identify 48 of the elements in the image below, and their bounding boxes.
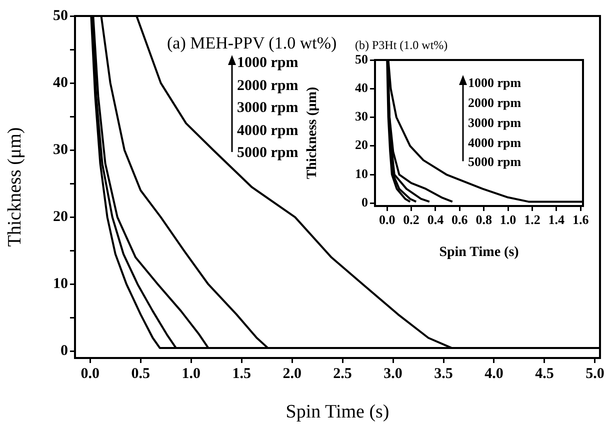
text: (a) MEH-PPV (1.0 wt%) — [167, 33, 337, 52]
annotation: 3000 rpm — [468, 114, 522, 131]
annotation: 4000 rpm — [468, 134, 522, 151]
x-tick-label: 1.0 — [182, 366, 200, 382]
y-tick-label: 30 — [53, 142, 68, 158]
x-tick-label: 3.5 — [434, 366, 453, 382]
y-tick-label: 40 — [355, 80, 368, 95]
y-tick-label: 20 — [53, 209, 68, 226]
x-tick-label: 4.5 — [535, 366, 554, 382]
y-tick-label: 0 — [362, 194, 368, 210]
x-tick-label: 0.6 — [452, 212, 468, 228]
x-tick-label: 0.2 — [403, 212, 420, 228]
x-tick-label: 0.8 — [476, 212, 492, 228]
x-tick-label: 4.0 — [484, 366, 504, 382]
annotation: 5000 rpm — [237, 144, 298, 162]
x-tick-label: 0.4 — [427, 212, 444, 228]
x-tick-label: 2.5 — [333, 366, 352, 382]
annotation: 4000 rpm — [237, 122, 298, 140]
chart-title: (b) P3Ht (1.0 wt%) — [355, 38, 448, 52]
annotation: 2000 rpm — [468, 95, 522, 111]
y-axis-title: Thickness (μm) — [305, 86, 320, 180]
annotation: 2000 rpm — [237, 76, 298, 94]
x-tick-label: 3.0 — [384, 366, 402, 382]
x-tick-label: 1.5 — [232, 366, 251, 382]
annotation: 1000 rpm — [468, 75, 522, 92]
y-tick-label: 20 — [355, 137, 368, 152]
y-tick-label: 50 — [355, 51, 368, 66]
x-tick-label: 1.4 — [548, 212, 566, 228]
x-tick-label: 1.0 — [500, 212, 516, 228]
y-tick-label: 30 — [355, 108, 368, 124]
x-tick-label: 0.0 — [378, 212, 396, 228]
x-tick-label: 1.6 — [572, 212, 590, 228]
y-tick-label: 50 — [53, 8, 68, 24]
x-tick-label: 1.2 — [524, 212, 540, 228]
x-axis-title: Spin Time (s) — [286, 402, 390, 423]
annotation: 1000 rpm — [237, 54, 298, 72]
y-tick-label: 10 — [53, 276, 68, 292]
annotation: 5000 rpm — [468, 154, 522, 170]
annotation: 3000 rpm — [237, 99, 298, 117]
y-tick-label: 40 — [53, 74, 68, 91]
y-tick-label: 10 — [355, 166, 368, 181]
x-tick-label: 0.5 — [131, 366, 150, 382]
x-axis-title: Spin Time (s) — [439, 245, 520, 260]
x-tick-label: 2.0 — [282, 366, 302, 382]
y-tick-label: 0 — [60, 343, 68, 360]
x-tick-label: 0.0 — [80, 366, 100, 382]
x-tick-label: 5.0 — [586, 366, 604, 382]
y-axis-title: Thickness (μm) — [4, 127, 26, 247]
